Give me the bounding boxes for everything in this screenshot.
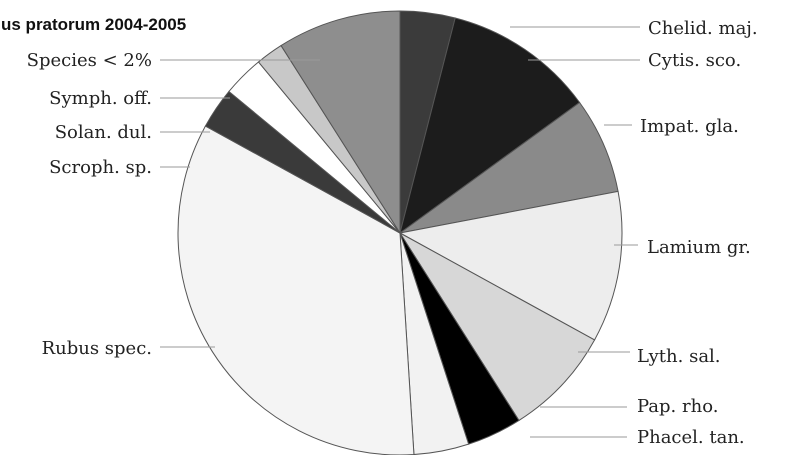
pie-slice — [399, 232, 596, 422]
slice-label: Impat. gla. — [640, 116, 739, 137]
slice-label: Phacel. tan. — [637, 427, 745, 448]
slice-label: Chelid. maj. — [648, 18, 758, 39]
pie-labels: Chelid. maj. Cytis. sco. Impat. gla. Lamium… — [27, 18, 758, 448]
slice-label: Symph. off. — [49, 88, 152, 109]
pie-slice — [399, 17, 581, 235]
slice-label: Lyth. sal. — [637, 346, 721, 367]
pie-leader-lines — [160, 26, 640, 438]
slice-label: Cytis. sco. — [648, 50, 741, 71]
pie-slice — [280, 10, 401, 235]
pie-slice — [398, 190, 623, 341]
chart-title: us pratorum 2004-2005 — [1, 15, 186, 34]
slice-label: Rubus spec. — [42, 338, 152, 359]
pie-slices — [177, 10, 623, 455]
slice-label: Solan. dul. — [55, 122, 152, 143]
slice-label: Species < 2% — [27, 50, 152, 71]
slice-label: Pap. rho. — [637, 396, 718, 417]
slice-label: Scroph. sp. — [49, 157, 152, 178]
slice-label: Lamium gr. — [647, 237, 751, 258]
